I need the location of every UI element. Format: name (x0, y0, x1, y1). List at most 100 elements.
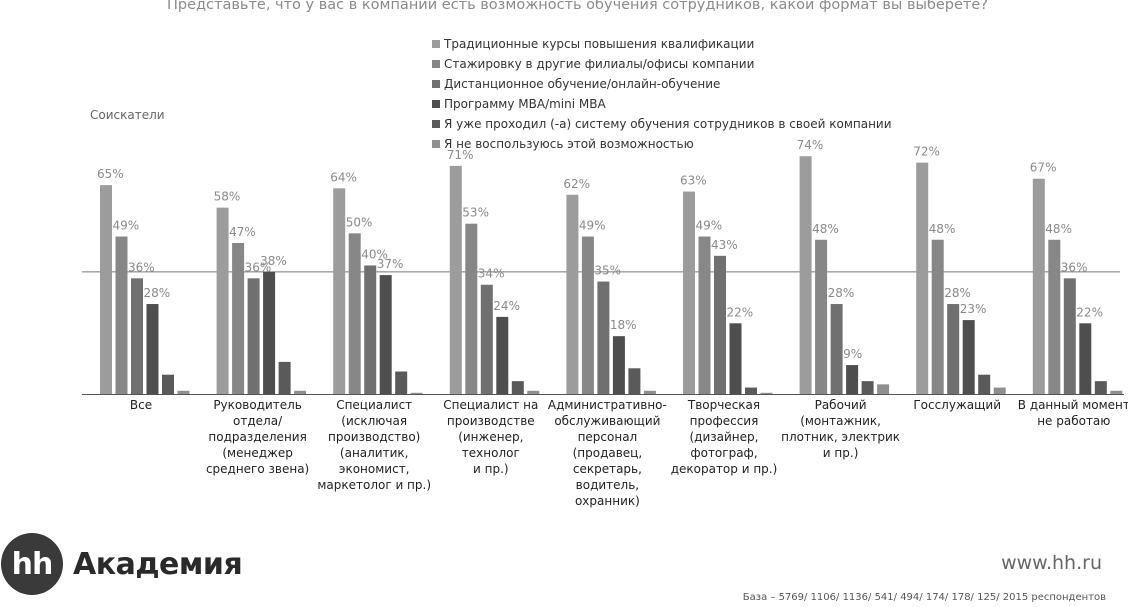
bar (628, 368, 641, 394)
base-note: База – 5769/ 1106/ 1136/ 541/ 494/ 174/ … (742, 592, 1106, 603)
data-label: 53% (462, 206, 489, 220)
bar (1079, 323, 1092, 394)
data-label: 67% (1030, 161, 1057, 175)
data-label: 47% (229, 225, 256, 239)
legend-label: Программу MBA/mini MBA (444, 97, 606, 111)
legend-label: Стажировку в другие филиалы/офисы компан… (444, 57, 755, 71)
bar (496, 316, 509, 394)
bar (745, 387, 757, 394)
data-label: 23% (960, 302, 987, 316)
bar (760, 392, 773, 394)
category-label: Госслужащий (913, 398, 1002, 412)
hh-logo-mark: hh (1, 533, 63, 595)
bar (815, 239, 828, 394)
data-label: 72% (913, 145, 940, 159)
bar (1048, 239, 1061, 394)
data-label: 9% (843, 347, 862, 361)
bar (714, 255, 726, 394)
hh-academy-logo[interactable]: hh Академия (1, 533, 243, 595)
data-label: 35% (594, 264, 621, 278)
bar (947, 304, 960, 394)
bar (263, 271, 276, 394)
category-label: Специалист на производстве (инженер, тех… (443, 398, 539, 476)
legend-swatch (432, 100, 440, 108)
bar (1063, 278, 1076, 394)
legend-item: Я не воспользуюсь этой возможностью (432, 134, 892, 154)
bar (597, 281, 610, 394)
data-label: 28% (828, 286, 855, 300)
bar (861, 381, 874, 394)
data-label: 36% (245, 260, 272, 274)
legend-item: Программу MBA/mini MBA (432, 94, 892, 114)
category-label: В данный момент не работаю (1017, 398, 1128, 428)
category-label: Все (129, 398, 153, 412)
bar (348, 233, 361, 394)
bar (581, 236, 594, 394)
bar (232, 242, 245, 394)
data-label: 50% (346, 215, 373, 229)
data-label: 28% (144, 286, 171, 300)
website-link[interactable]: www.hh.ru (1001, 552, 1102, 574)
bar (962, 320, 975, 394)
bar (449, 165, 462, 394)
legend-swatch (432, 80, 440, 88)
category-label: Рабочий (монтажник, плотник, электрик и … (781, 398, 901, 460)
bar (294, 390, 307, 394)
bar (612, 336, 625, 394)
legend-item: Я уже проходил (-а) систему обучения сот… (432, 114, 892, 134)
data-label: 43% (711, 238, 738, 252)
data-label: 48% (929, 222, 956, 236)
bar (643, 390, 656, 394)
bar (100, 185, 112, 394)
data-label: 62% (563, 177, 590, 191)
category-label: Специалист (исключая производство) (анал… (317, 398, 432, 492)
bar (978, 374, 991, 394)
legend-item: Дистанционное обучение/онлайн-обучение (432, 74, 892, 94)
legend-swatch (432, 60, 440, 68)
bar (333, 188, 346, 394)
chart-subtitle: Соискатели (90, 108, 165, 122)
bar (379, 275, 392, 394)
bar (480, 284, 493, 394)
legend-swatch (432, 40, 440, 48)
bar (395, 371, 408, 394)
bar (799, 156, 812, 394)
bar (877, 384, 890, 394)
data-label: 36% (1061, 260, 1088, 274)
bar (830, 304, 843, 394)
data-label: 18% (610, 318, 637, 332)
data-label: 48% (1045, 222, 1072, 236)
bar (846, 365, 859, 394)
data-label: 22% (727, 305, 754, 319)
bar (566, 194, 579, 394)
legend-label: Я уже проходил (-а) систему обучения сот… (444, 117, 892, 131)
category-label: Административно- обслуживающий персонал … (547, 398, 667, 508)
data-label: 58% (214, 190, 241, 204)
bar (511, 381, 524, 394)
bar (1110, 390, 1123, 394)
data-label: 49% (579, 219, 606, 233)
chart-title: Представьте, что у вас в компании есть в… (167, 0, 988, 13)
data-label: 48% (812, 222, 839, 236)
legend-item: Стажировку в другие филиалы/офисы компан… (432, 54, 892, 74)
bar (131, 278, 143, 394)
data-label: 22% (1076, 305, 1103, 319)
data-label: 64% (330, 170, 357, 184)
data-label: 49% (113, 219, 140, 233)
legend: Традиционные курсы повышения квалификаци… (432, 34, 892, 154)
bar (698, 236, 711, 394)
bar (247, 278, 260, 394)
data-label: 71% (447, 148, 474, 162)
bar (146, 304, 159, 394)
bar (410, 392, 423, 394)
bar (162, 374, 174, 394)
data-label: 40% (361, 247, 388, 261)
legend-label: Я не воспользуюсь этой возможностью (444, 137, 694, 151)
bar (278, 361, 291, 394)
bar (931, 239, 944, 394)
data-label: 63% (680, 174, 707, 188)
legend-label: Дистанционное обучение/онлайн-обучение (444, 77, 721, 91)
data-label: 34% (478, 267, 505, 281)
legend-swatch (432, 140, 440, 148)
